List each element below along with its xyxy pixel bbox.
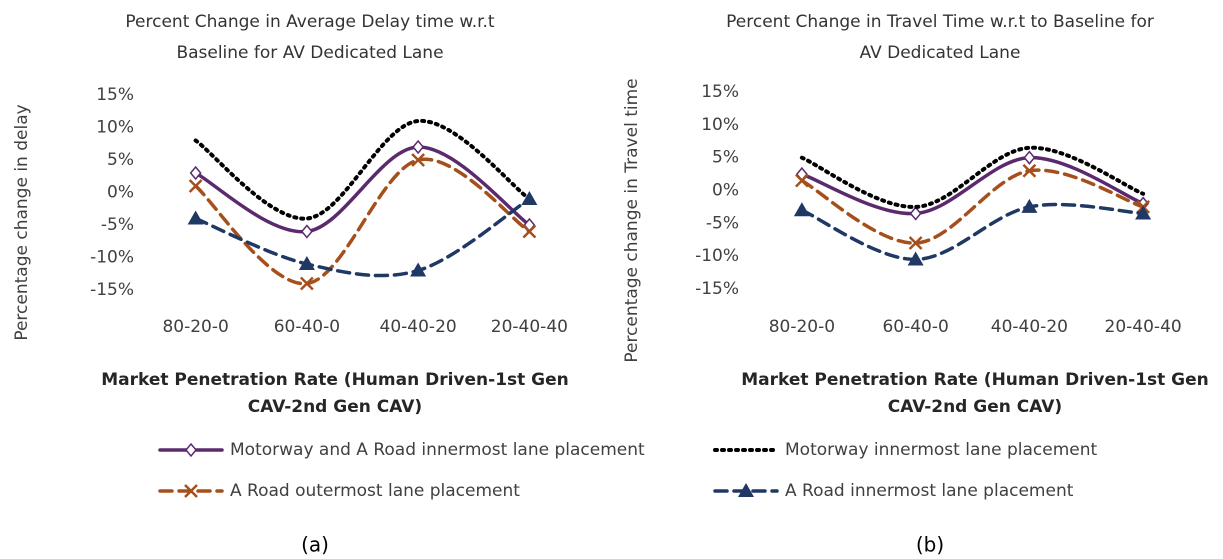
y-axis-label: Percentage change in delay (12, 104, 32, 340)
marker (794, 173, 809, 188)
y-tick-label: -5% (706, 213, 739, 233)
x-tick-label: 80-20-0 (162, 317, 228, 337)
marker (1021, 198, 1038, 213)
series-line (193, 145, 532, 234)
y-tick-label: 15% (96, 85, 134, 105)
marker (793, 202, 810, 217)
marker (185, 442, 197, 458)
marker (412, 139, 425, 155)
marker (1135, 205, 1152, 220)
y-tick-label: 0% (107, 183, 134, 203)
legend-label: Motorway and A Road innermost lane place… (230, 440, 645, 460)
x-axis-label: Market Penetration Rate (Human Driven-1s… (101, 370, 569, 390)
chart-title: Percent Change in Average Delay time w.r… (125, 12, 495, 32)
marker (187, 210, 204, 225)
series-line (800, 168, 1145, 245)
y-tick-label: 5% (712, 148, 739, 168)
y-tick-label: 5% (107, 150, 134, 170)
y-tick-label: -5% (101, 215, 134, 235)
x-axis-label: Market Penetration Rate (Human Driven-1s… (741, 370, 1209, 390)
marker (909, 206, 922, 221)
x-axis-label: CAV-2nd Gen CAV) (888, 397, 1062, 417)
y-tick-label: 15% (701, 82, 739, 102)
y-tick-label: 10% (96, 118, 134, 138)
marker (522, 224, 537, 239)
marker (1022, 163, 1037, 178)
y-tick-label: -15% (695, 279, 739, 299)
marker (189, 165, 202, 181)
y-tick-label: -10% (695, 246, 739, 266)
series-line (799, 145, 1146, 209)
x-tick-label: 40-40-20 (991, 317, 1068, 337)
y-axis-label: Percentage change in Travel time (622, 78, 642, 362)
x-tick-label: 60-40-0 (882, 317, 948, 337)
y-tick-label: -15% (90, 280, 134, 300)
marker (1023, 150, 1036, 165)
legend-label: A Road outermost lane placement (230, 481, 520, 501)
chart-title: Percent Change in Travel Time w.r.t to B… (726, 12, 1154, 32)
marker (298, 256, 315, 270)
caption: (b) (916, 533, 944, 557)
y-tick-label: 0% (712, 181, 739, 201)
marker (738, 483, 754, 497)
marker (521, 191, 538, 205)
marker (411, 153, 426, 167)
marker (188, 179, 203, 193)
marker (299, 276, 314, 291)
marker (908, 236, 923, 250)
x-axis-label: CAV-2nd Gen CAV) (248, 397, 422, 417)
series-line (193, 197, 532, 278)
chart-title: AV Dedicated Lane (860, 43, 1021, 63)
x-tick-label: 40-40-20 (380, 317, 457, 337)
marker (300, 224, 313, 239)
series-line (800, 155, 1145, 216)
series-line (800, 202, 1145, 262)
marker (410, 262, 427, 277)
series-line (193, 157, 532, 286)
y-tick-label: 10% (701, 115, 739, 135)
x-tick-label: 20-40-40 (491, 317, 568, 337)
marker (184, 484, 198, 498)
legend-label: A Road innermost lane placement (785, 481, 1074, 501)
chart-title: Baseline for AV Dedicated Lane (176, 43, 443, 63)
x-tick-label: 60-40-0 (274, 317, 340, 337)
legend-label: Motorway innermost lane placement (785, 440, 1098, 460)
x-tick-label: 20-40-40 (1105, 317, 1182, 337)
series-line (193, 118, 532, 221)
x-tick-label: 80-20-0 (769, 317, 835, 337)
caption: (a) (301, 533, 329, 557)
marker (907, 251, 924, 266)
y-tick-label: -10% (90, 248, 134, 268)
